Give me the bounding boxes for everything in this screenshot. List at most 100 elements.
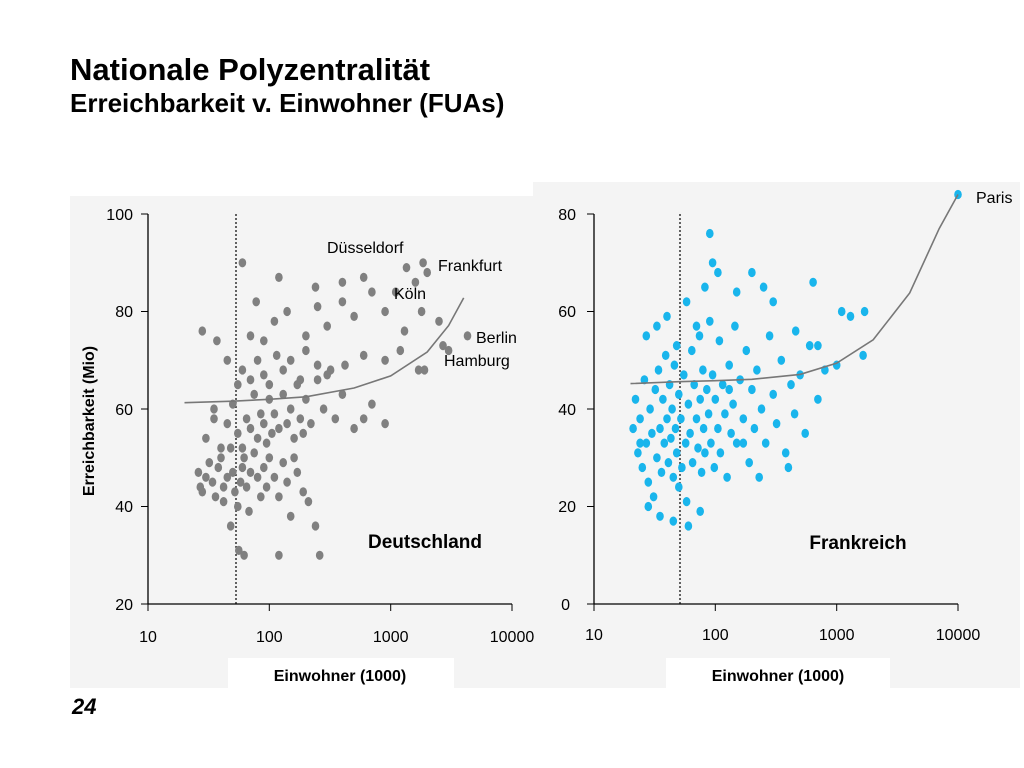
y-tick: 80 <box>115 304 148 321</box>
x-axis: 10 100 1000 10000 <box>585 603 981 644</box>
data-point <box>283 306 291 317</box>
data-point <box>644 501 653 512</box>
x-tick-label: 10000 <box>490 629 535 646</box>
data-point <box>338 297 347 307</box>
y-tick-label: 40 <box>558 402 576 419</box>
y-tick: 100 <box>106 207 148 224</box>
data-point <box>275 272 283 282</box>
data-point <box>265 380 274 390</box>
data-point <box>226 521 235 531</box>
data-point <box>739 438 748 448</box>
data-point <box>649 492 658 502</box>
trend-curve <box>184 297 465 404</box>
data-point <box>646 404 654 414</box>
data-point <box>246 467 255 477</box>
data-point <box>268 428 276 438</box>
data-point <box>396 345 405 356</box>
data-point <box>296 414 305 424</box>
data-point <box>250 389 258 399</box>
x-tick-label: 1000 <box>819 627 855 644</box>
data-point <box>711 394 720 404</box>
x-axis-label-background <box>666 658 890 688</box>
data-point <box>246 423 255 434</box>
data-point <box>326 365 335 375</box>
data-point <box>727 428 735 438</box>
data-point <box>682 297 691 307</box>
city-label-hamburg: Hamburg <box>444 353 510 370</box>
data-point <box>653 453 661 463</box>
data-point <box>402 263 411 273</box>
data-point <box>678 462 686 473</box>
data-point <box>246 375 255 385</box>
page-number: 24 <box>72 694 97 719</box>
x-tick: 1000 <box>373 604 409 646</box>
trend-curve <box>630 194 959 385</box>
data-point <box>270 409 279 419</box>
data-point <box>242 482 251 492</box>
city-label-duesseldorf: Düsseldorf <box>327 240 404 257</box>
data-point <box>787 380 795 390</box>
data-point <box>684 399 693 409</box>
data-point <box>368 287 376 297</box>
data-point <box>846 311 855 321</box>
data-point <box>640 375 649 385</box>
data-point <box>253 472 262 482</box>
x-tick-label: 10000 <box>936 627 981 644</box>
data-point <box>710 462 719 473</box>
city-label-berlin: Berlin <box>476 330 517 347</box>
data-point <box>331 414 340 424</box>
data-point <box>290 433 298 443</box>
data-point <box>293 467 302 477</box>
data-point <box>359 350 368 360</box>
data-point <box>260 419 268 429</box>
data-point <box>246 331 255 341</box>
data-point <box>718 380 727 390</box>
data-point <box>725 384 733 395</box>
data-point <box>252 297 260 307</box>
data-point <box>784 462 793 473</box>
data-point <box>391 287 400 297</box>
data-point <box>435 316 443 326</box>
data-point <box>704 409 713 419</box>
y-axis: 80 60 40 20 0 <box>558 207 595 614</box>
x-tick-label: 10 <box>139 629 157 646</box>
data-point <box>777 355 786 365</box>
data-points <box>629 189 962 531</box>
x-tick: 10000 <box>936 604 981 644</box>
data-point <box>715 336 724 346</box>
data-point <box>805 341 814 351</box>
data-point <box>341 360 349 370</box>
data-point <box>302 345 310 356</box>
data-point <box>313 375 322 385</box>
data-point <box>313 302 322 312</box>
y-tick: 20 <box>115 597 148 614</box>
slide-subtitle: Erreichbarkeit v. Einwohner (FUAs) <box>70 88 505 118</box>
data-point <box>439 341 447 351</box>
data-point <box>411 277 420 287</box>
y-tick: 40 <box>558 402 594 419</box>
data-point <box>286 511 295 521</box>
y-tick: 40 <box>115 499 148 516</box>
data-point <box>194 467 203 477</box>
data-point <box>814 394 822 404</box>
data-point <box>629 423 637 434</box>
data-point <box>260 336 268 346</box>
data-point <box>275 492 283 502</box>
data-point <box>686 428 694 438</box>
data-point <box>253 433 262 443</box>
x-tick-label: 1000 <box>373 629 409 646</box>
data-point <box>235 545 243 556</box>
x-tick: 100 <box>256 604 283 646</box>
data-point <box>219 482 228 492</box>
data-point <box>753 365 761 375</box>
data-point <box>688 345 696 356</box>
data-point <box>211 492 220 502</box>
x-axis-label: Einwohner (1000) <box>712 668 844 685</box>
data-point <box>659 394 667 404</box>
y-tick: 60 <box>558 304 594 321</box>
data-point <box>210 414 218 424</box>
data-point <box>860 306 869 317</box>
data-point <box>837 306 846 317</box>
